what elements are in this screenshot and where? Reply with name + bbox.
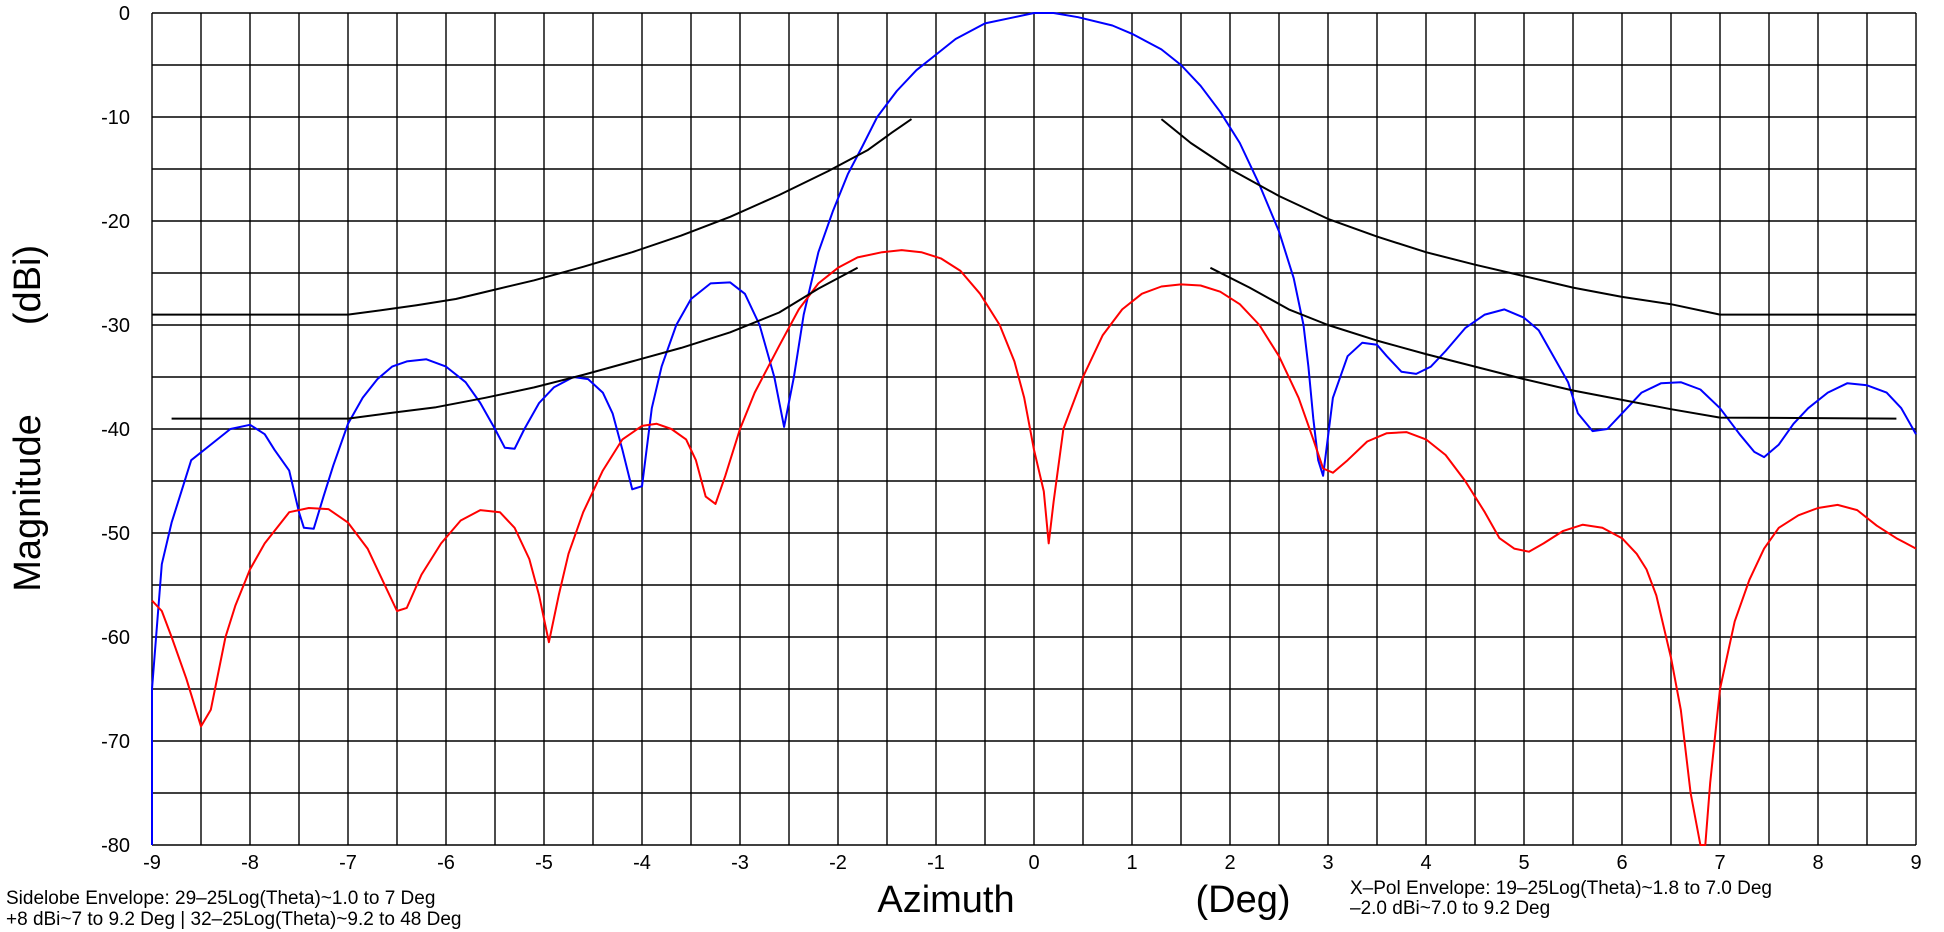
x-tick-label: 6 <box>1616 852 1627 874</box>
xpol-envelope-note-line2: –2.0 dBi~7.0 to 9.2 Deg <box>1350 898 1550 919</box>
x-tick-label: 7 <box>1714 852 1725 874</box>
x-tick-label: -5 <box>535 852 553 874</box>
x-axis-unit-label: (Deg) <box>1195 879 1290 921</box>
y-tick-label: -50 <box>101 523 130 545</box>
x-tick-label: -1 <box>927 852 945 874</box>
x-tick-label: -4 <box>633 852 651 874</box>
series-line-3 <box>152 118 913 316</box>
y-axis-unit-label: (dBi) <box>7 245 49 325</box>
x-tick-label: -3 <box>731 852 749 874</box>
xpol-envelope-note-line1: X–Pol Envelope: 19–25Log(Theta)~1.8 to 7… <box>1350 878 1772 899</box>
y-tick-label: -20 <box>101 211 130 233</box>
x-tick-label: -7 <box>339 852 357 874</box>
x-tick-label: 0 <box>1028 852 1039 874</box>
series-line-5 <box>171 266 859 420</box>
x-tick-label: 1 <box>1126 852 1137 874</box>
x-axis-label: Azimuth <box>877 879 1014 921</box>
y-tick-label: -40 <box>101 419 130 441</box>
grid-lines <box>151 12 1917 846</box>
series-line-4 <box>1160 118 1916 316</box>
x-tick-label: 8 <box>1812 852 1823 874</box>
x-tick-label: 2 <box>1224 852 1235 874</box>
x-tick-label: 3 <box>1322 852 1333 874</box>
x-tick-label: -8 <box>241 852 259 874</box>
y-tick-label: -30 <box>101 315 130 337</box>
x-tick-label: 5 <box>1518 852 1529 874</box>
y-tick-label: -60 <box>101 627 130 649</box>
x-tick-label: -9 <box>143 852 161 874</box>
y-tick-label: -10 <box>101 107 130 129</box>
series-line-2 <box>151 249 1917 846</box>
series-line-6 <box>1209 266 1897 420</box>
y-tick-label: -70 <box>101 731 130 753</box>
x-tick-label: 4 <box>1420 852 1431 874</box>
series-lines <box>151 12 1917 846</box>
y-axis-label: Magnitude <box>7 414 49 591</box>
x-tick-label: -2 <box>829 852 847 874</box>
sidelobe-envelope-note-line2: +8 dBi~7 to 9.2 Deg | 32–25Log(Theta)~9.… <box>6 909 461 930</box>
tick-labels: -9 -8 -7 -6 -5 -4 -3 -2 -1 0 1 2 3 4 5 6 7 8 90-10-20-30-4… <box>101 3 1921 874</box>
x-tick-label: 9 <box>1910 852 1921 874</box>
x-tick-label: -6 <box>437 852 455 874</box>
sidelobe-envelope-note-line1: Sidelobe Envelope: 29–25Log(Theta)~1.0 t… <box>6 888 435 909</box>
series-line-1 <box>151 12 1917 845</box>
y-tick-label: 0 <box>119 3 130 25</box>
y-tick-label: -80 <box>101 835 130 857</box>
